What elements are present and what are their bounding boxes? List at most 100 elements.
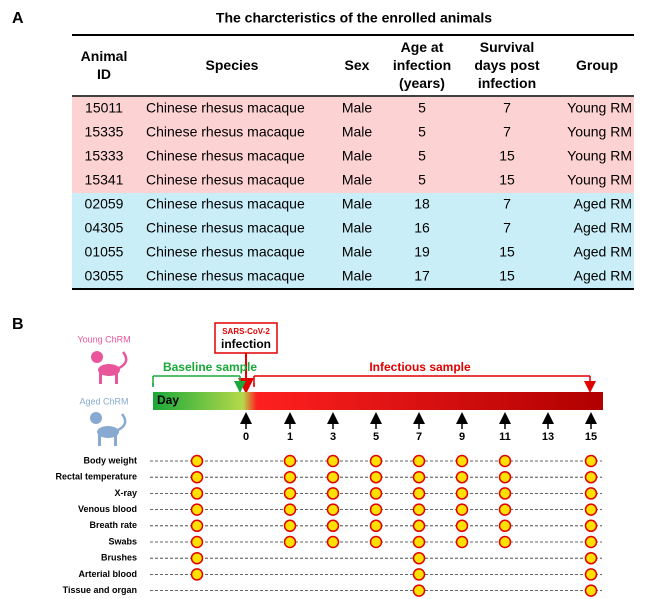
sample-dot bbox=[369, 470, 383, 484]
panel-label: B bbox=[12, 316, 24, 333]
table-cell: 7 bbox=[503, 124, 511, 140]
table-cell: 15011 bbox=[85, 100, 123, 116]
sample-dot bbox=[369, 503, 383, 516]
sample-dot bbox=[190, 519, 204, 533]
table-cell: Aged RM bbox=[574, 244, 632, 260]
young-label: Young ChRM bbox=[77, 334, 130, 344]
table-cell: Young RM bbox=[567, 124, 632, 140]
table-cell: 15 bbox=[499, 148, 515, 164]
table-cell: 17 bbox=[414, 268, 430, 284]
column-header: Sex bbox=[345, 57, 370, 73]
table-cell: Chinese rhesus macaque bbox=[146, 100, 305, 116]
day-label: Day bbox=[157, 393, 179, 407]
sample-dot bbox=[369, 487, 383, 500]
sample-dot bbox=[412, 487, 426, 500]
day-tick-label: 1 bbox=[287, 431, 293, 443]
table-cell: Young RM bbox=[567, 172, 632, 188]
sample-label: Breath rate bbox=[89, 520, 137, 530]
day-tick-label: 5 bbox=[373, 431, 379, 443]
sample-dot bbox=[326, 503, 340, 516]
table-cell: Male bbox=[342, 244, 373, 260]
panel-label: A bbox=[12, 10, 24, 27]
infectious-bracket bbox=[253, 375, 591, 386]
sample-dot bbox=[326, 487, 340, 500]
table-cell: 15335 bbox=[85, 124, 124, 140]
table-cell: Male bbox=[342, 100, 373, 116]
table-cell: Male bbox=[342, 268, 373, 284]
sample-dot bbox=[584, 470, 598, 484]
sample-dot bbox=[283, 454, 297, 468]
sample-dot bbox=[455, 487, 469, 500]
sample-dot bbox=[412, 470, 426, 484]
sample-label: Brushes bbox=[101, 553, 137, 563]
sample-dot bbox=[498, 519, 512, 533]
sample-dot bbox=[283, 470, 297, 484]
table-cell: 7 bbox=[503, 196, 511, 212]
table-cell: Chinese rhesus macaque bbox=[146, 124, 305, 140]
day-tick-label: 13 bbox=[542, 431, 554, 443]
baseline-arrows bbox=[152, 383, 240, 387]
young-monkey-icon bbox=[91, 351, 128, 384]
sample-dot bbox=[190, 454, 204, 468]
sample-dot bbox=[584, 487, 598, 500]
sample-dot bbox=[283, 503, 297, 516]
table-cell: 03055 bbox=[85, 268, 124, 284]
table-cell: Young RM bbox=[567, 100, 632, 116]
sample-dot bbox=[498, 535, 512, 549]
sample-dot bbox=[326, 454, 340, 468]
table-cell: Chinese rhesus macaque bbox=[146, 220, 305, 236]
sample-label: Tissue and organ bbox=[63, 585, 137, 595]
sample-dot bbox=[584, 568, 598, 581]
table-cell: 5 bbox=[418, 172, 426, 188]
sample-dot bbox=[369, 535, 383, 549]
sample-dot bbox=[455, 470, 469, 484]
sample-dot bbox=[190, 487, 204, 500]
sample-dot bbox=[412, 519, 426, 533]
timeline-bar bbox=[153, 392, 603, 410]
table-cell: 16 bbox=[414, 220, 430, 236]
sample-dot bbox=[412, 551, 426, 565]
table-cell: 15333 bbox=[85, 148, 124, 164]
sample-dot bbox=[190, 535, 204, 549]
baseline-label: Baseline sample bbox=[163, 360, 257, 374]
sample-dot bbox=[412, 568, 426, 581]
sample-dot bbox=[326, 519, 340, 533]
table-cell: 5 bbox=[418, 100, 426, 116]
day-tick-label: 7 bbox=[416, 431, 422, 443]
sample-dot bbox=[584, 519, 598, 533]
table-cell: 7 bbox=[503, 220, 511, 236]
sample-dot bbox=[455, 503, 469, 516]
sample-dot bbox=[283, 487, 297, 500]
sample-dot bbox=[190, 568, 204, 581]
young-band bbox=[72, 97, 634, 193]
sample-dot bbox=[498, 454, 512, 468]
table-cell: 15341 bbox=[85, 172, 124, 188]
column-header: Animal ID bbox=[81, 48, 128, 82]
sample-dot bbox=[584, 535, 598, 549]
table-cell: Male bbox=[342, 172, 373, 188]
table-cell: Aged RM bbox=[574, 196, 632, 212]
sample-dot bbox=[190, 470, 204, 484]
sample-dot bbox=[455, 535, 469, 549]
table-cell: 19 bbox=[414, 244, 430, 260]
sample-dot bbox=[326, 470, 340, 484]
sample-label: Body weight bbox=[84, 455, 138, 465]
sample-dot bbox=[369, 519, 383, 533]
aged-monkey-icon bbox=[90, 412, 127, 446]
table-cell: 15 bbox=[499, 172, 515, 188]
aged-label: Aged ChRM bbox=[79, 396, 128, 406]
sample-dot bbox=[584, 454, 598, 468]
infection-label: infection bbox=[221, 337, 271, 351]
table-cell: Chinese rhesus macaque bbox=[146, 148, 305, 164]
sample-dot bbox=[369, 454, 383, 468]
panel-a: A The charcteristics of the enrolled ani… bbox=[12, 10, 634, 290]
table-cell: Male bbox=[342, 220, 373, 236]
table-cell: 15 bbox=[499, 268, 515, 284]
table-cell: Aged RM bbox=[574, 220, 632, 236]
sample-dot bbox=[584, 503, 598, 516]
sample-dot bbox=[412, 584, 426, 597]
sample-dot bbox=[498, 470, 512, 484]
sample-dot bbox=[455, 454, 469, 468]
sample-dot bbox=[412, 503, 426, 516]
